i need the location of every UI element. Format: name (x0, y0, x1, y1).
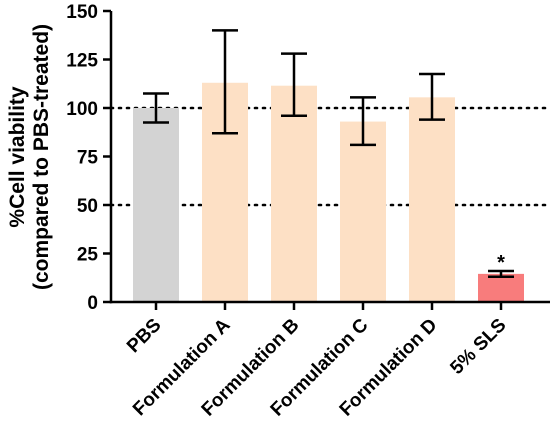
x-tick-label-5-sls: 5% SLS (446, 315, 510, 379)
error-bar-5 (419, 72, 445, 121)
bar-5-sls (478, 273, 524, 302)
y-tick-label-0: 0 (87, 293, 98, 314)
y-axis-label-line-2: (compared to PBS-treated) (30, 24, 53, 290)
error-bar-6 (488, 269, 514, 279)
annotations: * (497, 252, 505, 274)
y-tick-label-50: 50 (77, 196, 98, 217)
significance-annotation: * (497, 252, 505, 274)
bars (133, 82, 524, 302)
bar-formulation-b (271, 85, 317, 302)
reference-lines (109, 106, 550, 207)
x-tick-label-pbs: PBS (123, 315, 165, 357)
y-axis: 0 25 50 75 100 125 150 (66, 2, 113, 314)
error-bar-2 (212, 29, 238, 135)
bar-formulation-c (340, 121, 386, 302)
y-axis-label: %Cell viability (compared to PBS-treated… (6, 24, 53, 290)
y-axis-label-line-1: %Cell viability (6, 86, 29, 228)
error-bar-4 (350, 96, 376, 147)
bar-pbs (133, 108, 179, 302)
error-bars (143, 29, 514, 279)
y-tick-label-150: 150 (66, 2, 98, 23)
y-tick-label-75: 75 (77, 148, 99, 169)
error-bar-1 (143, 92, 169, 124)
bar-formulation-d (409, 97, 455, 302)
error-bar-3 (281, 52, 307, 118)
y-tick-label-125: 125 (66, 51, 98, 72)
y-tick-label-25: 25 (77, 245, 99, 266)
y-tick-label-100: 100 (66, 99, 98, 120)
